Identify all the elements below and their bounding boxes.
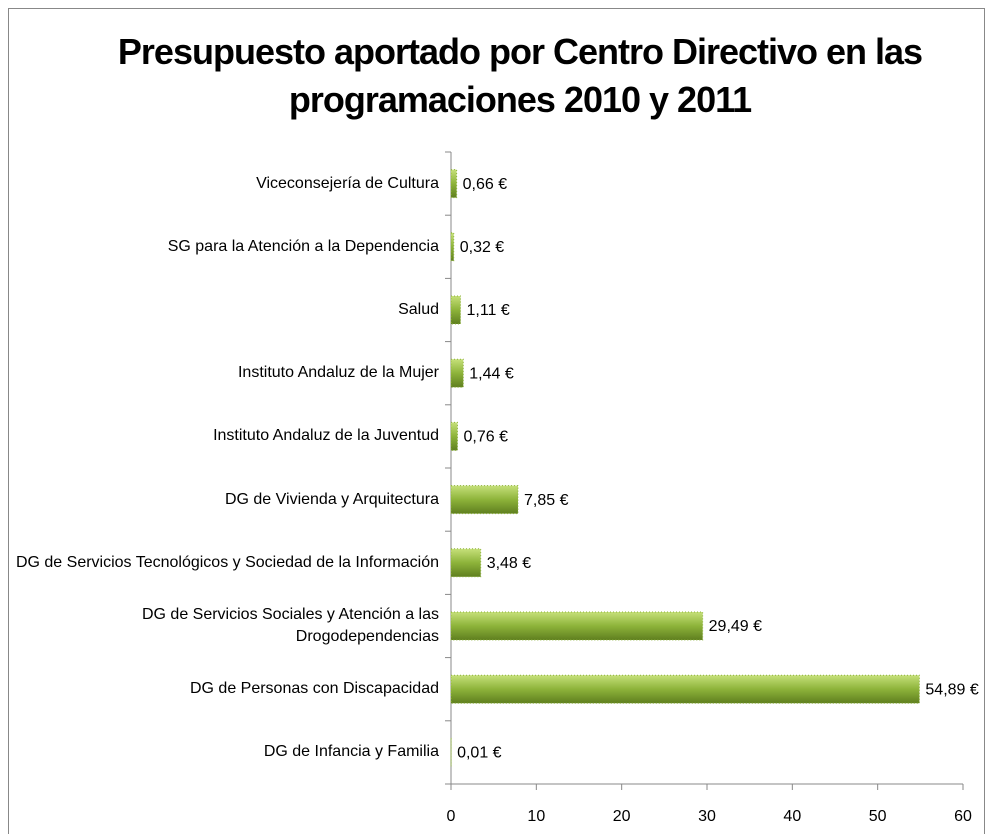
category-box: Instituto Andaluz de la Juventud: [10, 405, 439, 468]
value-label: 0,76 €: [463, 429, 508, 446]
y-tick-label: DG de Servicios Tecnológicos y Sociedad …: [15, 553, 439, 571]
chart-title: Presupuesto aportado por Centro Directiv…: [117, 31, 923, 120]
bar: [450, 358, 464, 388]
bar: [450, 232, 455, 262]
x-tick-label: 0: [447, 808, 456, 825]
category-box: DG de Infancia y Familia: [10, 721, 439, 784]
y-tick-label: Viceconsejería de Cultura: [256, 174, 439, 192]
value-label: 7,85 €: [524, 492, 569, 509]
y-tick-label: Instituto Andaluz de la Mujer: [237, 364, 439, 382]
value-label: 0,01 €: [457, 745, 502, 762]
bar: [450, 421, 458, 451]
y-tick-label: Instituto Andaluz de la Juventud: [213, 427, 439, 445]
category-box: SG para la Atención a la Dependencia: [10, 215, 439, 278]
category-box: Viceconsejería de Cultura: [10, 152, 439, 215]
label-wrap: DG de Servicios Sociales y Atención a la…: [10, 594, 439, 657]
label-wrap: DG de Servicios Tecnológicos y Sociedad …: [10, 531, 439, 594]
bar: [450, 169, 458, 199]
category-box: DG de Vivienda y Arquitectura: [10, 468, 439, 531]
x-tick-label: 40: [783, 808, 801, 825]
value-label: 1,11 €: [466, 302, 509, 319]
x-tick-label: 10: [527, 808, 545, 825]
y-tick-label: Salud: [398, 300, 439, 318]
label-wrap: DG de Infancia y Familia: [10, 721, 439, 784]
category-box: DG de Servicios Tecnológicos y Sociedad …: [10, 531, 439, 594]
value-label: 54,89 €: [925, 681, 978, 698]
y-tick-label: DG de Vivienda y Arquitectura: [224, 490, 439, 508]
y-tick-label: DG de Infancia y Familia: [263, 743, 439, 761]
label-wrap: DG de Personas con Discapacidad: [10, 658, 439, 721]
label-wrap: Instituto Andaluz de la Mujer: [10, 342, 439, 405]
label-wrap: Viceconsejería de Cultura: [10, 152, 439, 215]
category-box: Salud: [10, 278, 439, 341]
bar: [450, 674, 920, 704]
y-tick-label: DG de Servicios Sociales y Atención a la…: [141, 605, 439, 645]
bar: [450, 295, 461, 325]
x-tick-label: 60: [954, 808, 972, 825]
value-label: 3,48 €: [487, 555, 532, 572]
bar: [450, 485, 519, 515]
category-box: DG de Personas con Discapacidad: [10, 658, 439, 721]
label-wrap: SG para la Atención a la Dependencia: [10, 215, 439, 278]
label-wrap: DG de Vivienda y Arquitectura: [10, 468, 439, 531]
x-tick-label: 30: [698, 808, 716, 825]
value-label: 0,32 €: [460, 239, 505, 256]
category-box: DG de Servicios Sociales y Atención a la…: [10, 594, 439, 657]
label-wrap: Salud: [10, 278, 439, 341]
y-tick-label: DG de Personas con Discapacidad: [189, 680, 439, 698]
value-label: 0,66 €: [463, 176, 508, 193]
title-box: Presupuesto aportado por Centro Directiv…: [117, 31, 923, 120]
category-box: Instituto Andaluz de la Mujer: [10, 342, 439, 405]
value-label: 29,49 €: [709, 618, 762, 635]
x-tick-label: 20: [613, 808, 631, 825]
label-wrap: Instituto Andaluz de la Juventud: [10, 405, 439, 468]
x-tick-label: 50: [869, 808, 887, 825]
value-label: 1,44 €: [469, 365, 514, 382]
y-tick-label: SG para la Atención a la Dependencia: [167, 237, 439, 255]
bar: [450, 611, 704, 641]
bar: [450, 548, 482, 578]
